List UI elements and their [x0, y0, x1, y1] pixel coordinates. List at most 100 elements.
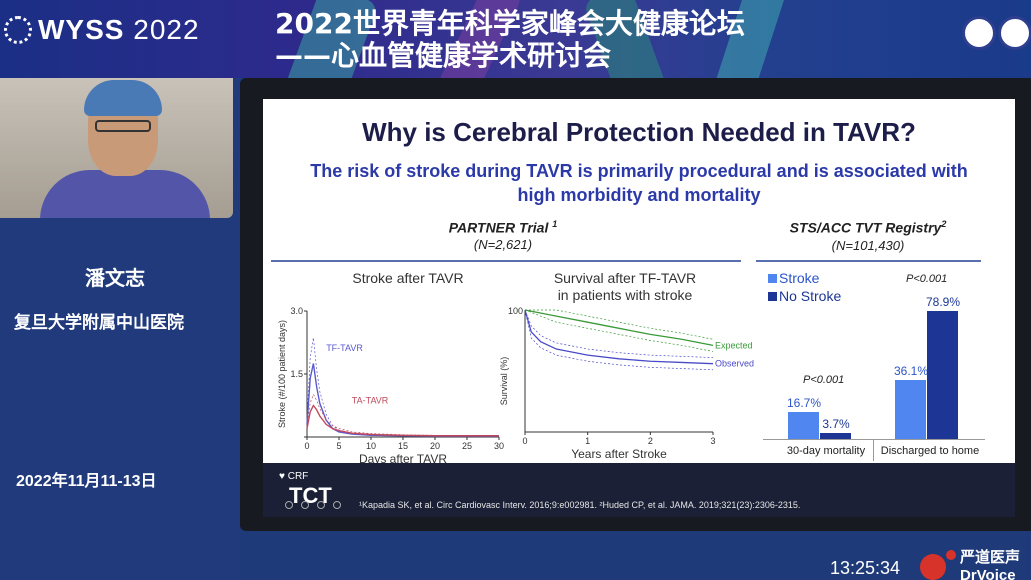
y-tick-label: 1.5 — [290, 369, 303, 379]
bar-stroke — [895, 380, 926, 439]
series-label-tf-tavr: TF-TAVR — [326, 343, 363, 353]
bar-value-label: 36.1% — [893, 364, 929, 379]
partner-heading: PARTNER Trial 1 — [413, 219, 593, 236]
logo-year: 2022 — [133, 14, 200, 45]
category-divider — [873, 439, 874, 461]
category-label: Discharged to home — [880, 445, 980, 457]
glasses — [95, 120, 151, 132]
slide-nav-next-icon[interactable] — [333, 501, 341, 509]
registry-heading: STS/ACC TVT Registry2 — [768, 219, 968, 236]
x-tick-label: 1 — [585, 436, 590, 446]
y-axis-label: Survival (%) — [499, 357, 509, 406]
sunburst-icon — [4, 16, 32, 44]
x-tick-label: 25 — [462, 441, 472, 451]
series-label-observed: Observed — [715, 359, 754, 369]
partner-heading-sup: 1 — [552, 219, 558, 229]
clock: 13:25:34 — [830, 558, 901, 578]
speaker-video[interactable] — [0, 78, 233, 218]
bar-stroke — [788, 411, 819, 439]
slide-subtitle: The risk of stroke during TAVR is primar… — [310, 161, 968, 205]
legend-swatch-no-stroke — [768, 292, 777, 301]
header-banner: WYSS 2022 2022世界青年科学家峰会大健康论坛 ——心血管健康学术研讨… — [0, 0, 1031, 78]
banner-title-line2: ——心血管健康学术研讨会 — [275, 39, 612, 72]
drvoice-brand: 严道医声 DrVoice — [960, 549, 1020, 580]
series-ci-observed — [524, 309, 714, 358]
series-ci-expected — [525, 309, 714, 340]
tct-logo: TCT — [289, 483, 332, 508]
survival-chart: 0 1 2 3 100 Years after Stroke Survival (%) Exp… — [499, 306, 754, 461]
slide-footer — [263, 463, 1015, 517]
speaker-organization: 复旦大学附属中山医院 — [14, 313, 184, 332]
x-tick-label: 10 — [366, 441, 376, 451]
registry-heading-sup: 2 — [941, 219, 947, 229]
x-tick-label: 30 — [494, 441, 504, 451]
series-ci-expected — [524, 309, 714, 352]
x-tick-label: 2 — [648, 436, 653, 446]
y-tick-label: 3.0 — [290, 306, 303, 316]
series-label-ta-tavr: TA-TAVR — [352, 395, 389, 405]
legend-swatch-stroke — [768, 274, 777, 283]
series-label-expected: Expected — [715, 340, 753, 350]
university-emblem-icon — [962, 16, 996, 50]
drvoice-logo-dot — [946, 550, 956, 560]
slide-references: ¹Kapadia SK, et al. Circ Cardiovasc Inte… — [359, 500, 801, 510]
registry-n: (N=101,430) — [831, 238, 905, 253]
slide-title: Why is Cerebral Protection Needed in TAV… — [362, 117, 916, 147]
partner-divider — [271, 260, 741, 262]
banner-title: 2022世界青年科学家峰会大健康论坛 ——心血管健康学术研讨会 — [275, 8, 745, 72]
registry-heading-text: STS/ACC TVT Registry — [789, 219, 942, 236]
crf-logo-text: CRF — [287, 471, 309, 482]
y-axis-label: Stroke (#/100 patient days) — [277, 320, 287, 428]
bar-no-stroke — [820, 432, 851, 439]
x-tick-label: 15 — [398, 441, 408, 451]
crf-logo: ♥ CRF — [279, 471, 309, 482]
registry-divider — [756, 260, 981, 262]
slide-nav-menu-icon[interactable] — [317, 501, 325, 509]
survival-chart-title-line2: in patients with stroke — [557, 287, 693, 303]
p-value: P<0.001 — [803, 374, 845, 386]
logo-main: WYSS — [38, 14, 125, 45]
x-tick-label: 20 — [430, 441, 440, 451]
survival-chart-title-line1: Survival after TF-TAVR — [553, 270, 697, 286]
x-tick-label: 0 — [522, 436, 527, 446]
speaker-gown — [40, 170, 210, 218]
series-line-observed — [524, 309, 714, 365]
bar-axis — [763, 439, 985, 440]
bar-no-stroke — [927, 310, 958, 439]
stroke-chart-title: Stroke after TAVR — [352, 270, 464, 286]
x-axis-label: Years after Stroke — [571, 447, 667, 461]
drvoice-logo-icon — [920, 554, 946, 580]
bar-value-label: 3.7% — [822, 416, 850, 431]
slide-nav-pointer-icon[interactable] — [301, 501, 309, 509]
category-label: 30-day mortality — [786, 445, 866, 457]
drvoice-brand-en: DrVoice — [960, 567, 1016, 580]
x-tick-label: 3 — [710, 436, 715, 446]
survival-chart-title: Survival after TF-TAVR in patients with … — [525, 270, 725, 304]
series-ci-observed — [524, 309, 714, 371]
x-tick-label: 5 — [336, 441, 341, 451]
x-axis-label: Days after TAVR — [359, 452, 447, 466]
series-line-tf-tavr — [306, 363, 499, 437]
slide-nav-prev-icon[interactable] — [285, 501, 293, 509]
event-date: 2022年11月11-13日 — [16, 473, 157, 490]
y-tick-label: 100 — [508, 306, 523, 316]
partner-heading-text: PARTNER Trial — [448, 219, 549, 236]
x-tick-label: 0 — [304, 441, 309, 451]
series-line-expected — [524, 309, 714, 347]
bar-value-label: 78.9% — [925, 294, 961, 309]
hospital-emblem-icon — [998, 16, 1031, 50]
banner-title-line1: 2022世界青年科学家峰会大健康论坛 — [275, 7, 745, 40]
p-value: P<0.001 — [906, 273, 948, 285]
series-line-ta-tavr — [306, 404, 499, 437]
surgical-cap — [84, 80, 162, 116]
partner-n: (N=2,621) — [473, 237, 533, 252]
logo-text: WYSS 2022 — [38, 14, 200, 46]
speaker-name: 潘文志 — [85, 268, 145, 290]
legend-no-stroke: No Stroke — [779, 288, 842, 304]
drvoice-brand-cn: 严道医声 — [960, 549, 1021, 566]
bar-value-label: 16.7% — [786, 395, 822, 410]
wyss-logo: WYSS 2022 — [4, 14, 200, 46]
legend-stroke: Stroke — [779, 270, 820, 286]
presentation-slide: Why is Cerebral Protection Needed in TAV… — [263, 99, 1015, 517]
stroke-chart: 0 5 10 15 20 25 30 1.5 3.0 Days after TAVR Stroke … — [277, 306, 504, 466]
